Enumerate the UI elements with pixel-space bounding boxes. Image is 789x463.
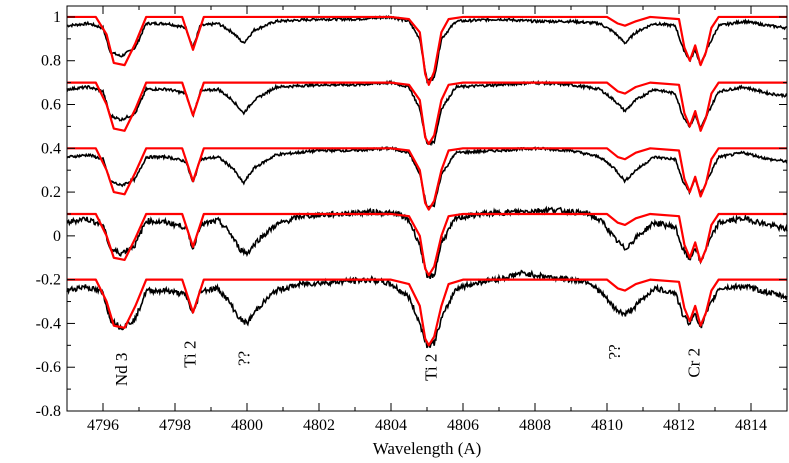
observed-spectrum-2 <box>66 79 788 147</box>
line-id-label: ?? <box>605 344 624 359</box>
line-id-label: Ti 2 <box>180 340 199 367</box>
model-spectrum-2 <box>67 81 787 146</box>
x-tick-label: 4814 <box>735 417 767 434</box>
model-spectrum-1 <box>67 15 787 86</box>
tick-layer: 4796 4798 4800 4802 4804 4806 4808 4810 4812 4814… <box>36 6 788 434</box>
y-tick-label: 0 <box>53 228 61 245</box>
x-tick-label: 4798 <box>159 417 191 434</box>
model-spectrum-3 <box>67 147 787 211</box>
y-tick-label: 0.8 <box>41 53 61 70</box>
model-spectrum-5 <box>67 278 787 347</box>
line-id-label: Ti 2 <box>422 354 441 381</box>
y-tick-label: -0.4 <box>36 315 61 332</box>
line-id-label: Nd 3 <box>112 353 131 387</box>
model-spectrum-4 <box>67 212 787 277</box>
y-tick-label: 1 <box>53 9 61 26</box>
y-tick-label: 0.6 <box>41 97 61 114</box>
x-tick-label: 4808 <box>519 417 551 434</box>
y-tick-label: -0.8 <box>36 403 61 420</box>
annotation-layer: Nd 3 Ti 2?? Ti 2?? Cr 2 <box>112 340 703 386</box>
observed-spectrum-5 <box>66 269 788 349</box>
x-tick-label: 4806 <box>447 417 479 434</box>
y-tick-label: -0.6 <box>36 359 61 376</box>
x-tick-label: 4800 <box>231 417 263 434</box>
y-tick-label: 0.2 <box>41 184 61 201</box>
observed-spectrum-1 <box>66 14 788 84</box>
line-id-label: Cr 2 <box>684 348 703 378</box>
line-id-label: ?? <box>234 351 253 366</box>
x-tick-label: 4812 <box>663 417 695 434</box>
y-tick-label: -0.2 <box>36 272 61 289</box>
x-tick-label: 4810 <box>591 417 623 434</box>
x-axis-title: Wavelength (A) <box>373 439 482 458</box>
y-tick-label: 0.4 <box>41 140 61 157</box>
x-tick-label: 4802 <box>303 417 335 434</box>
x-tick-label: 4796 <box>87 417 119 434</box>
x-tick-label: 4804 <box>375 417 407 434</box>
observed-spectrum-3 <box>66 145 788 210</box>
series-layer <box>66 14 788 349</box>
